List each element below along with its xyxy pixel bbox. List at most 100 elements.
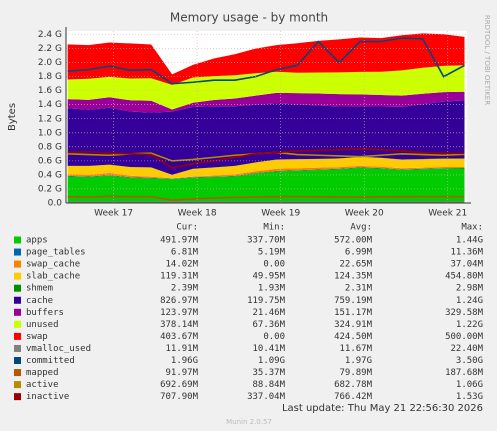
table-cell: 424.50M bbox=[334, 332, 373, 342]
y-tick-label: 2.4 G bbox=[38, 30, 62, 40]
legend-label: buffers bbox=[26, 308, 64, 318]
table-cell: 37.04M bbox=[450, 260, 483, 270]
x-tick-label: Week 19 bbox=[261, 209, 300, 219]
table-cell: 0.00 bbox=[263, 332, 285, 342]
legend-label: swap bbox=[26, 332, 48, 342]
area bbox=[67, 167, 465, 203]
area bbox=[67, 65, 465, 110]
table-cell: 119.31M bbox=[160, 272, 199, 282]
legend-label: swap_cache bbox=[26, 260, 80, 270]
table-cell: 91.97M bbox=[165, 368, 198, 378]
table-cell: 329.58M bbox=[445, 308, 484, 318]
y-tick-label: 1.0 G bbox=[38, 128, 62, 138]
y-tick-label: 0.4 G bbox=[38, 170, 62, 180]
table-cell: 10.41M bbox=[252, 344, 285, 354]
table-cell: 682.78M bbox=[334, 380, 373, 390]
table-cell: 572.00M bbox=[334, 236, 373, 246]
y-tick-label: 0.6 G bbox=[38, 156, 62, 166]
table-cell: 403.67M bbox=[160, 332, 199, 342]
x-tick-label: Week 17 bbox=[94, 209, 133, 219]
area bbox=[67, 157, 465, 179]
legend-swatch bbox=[14, 320, 21, 328]
table-cell: 2.39M bbox=[171, 284, 199, 294]
legend-swatch bbox=[14, 236, 21, 244]
table-cell: 5.19M bbox=[258, 248, 286, 258]
legend-swatch bbox=[14, 308, 21, 316]
y-tick-label: 0.2 G bbox=[38, 184, 62, 194]
legend-label: shmem bbox=[26, 284, 53, 294]
y-axis-label: Bytes bbox=[7, 103, 18, 131]
table-cell: 337.70M bbox=[247, 236, 286, 246]
table-cell: 22.40M bbox=[450, 344, 483, 354]
table-cell: 1.06G bbox=[456, 380, 483, 390]
line bbox=[67, 195, 465, 201]
table-cell: 2.31M bbox=[345, 284, 373, 294]
table-cell: 79.89M bbox=[339, 368, 372, 378]
legend-label: page_tables bbox=[26, 248, 86, 258]
x-tick-label: Week 21 bbox=[428, 209, 467, 219]
table-cell: 119.75M bbox=[247, 296, 286, 306]
table-cell: 49.95M bbox=[252, 272, 285, 282]
table-cell: 21.46M bbox=[252, 308, 285, 318]
legend-swatch bbox=[14, 381, 21, 389]
table-cell: 491.97M bbox=[160, 236, 199, 246]
table-cell: 2.98M bbox=[456, 284, 484, 294]
table-cell: 1.53G bbox=[456, 392, 483, 402]
credit: Munin 2.0.57 bbox=[226, 418, 272, 426]
table-cell: 0.00 bbox=[263, 260, 285, 270]
y-tick-label: 1.6 G bbox=[38, 86, 62, 96]
grid-layer bbox=[66, 31, 467, 204]
table-cell: 11.67M bbox=[339, 344, 372, 354]
table-cell: 1.97G bbox=[345, 356, 372, 366]
table-cell: 500.00M bbox=[445, 332, 484, 342]
table-cell: 766.42M bbox=[334, 392, 373, 402]
legend-swatch bbox=[14, 272, 21, 280]
legend-label: vmalloc_used bbox=[26, 344, 91, 354]
legend-label: mapped bbox=[26, 368, 59, 378]
legend-swatch bbox=[14, 332, 21, 340]
table-header: Cur: bbox=[176, 223, 198, 233]
y-tick-label: 0.8 G bbox=[38, 142, 62, 152]
legend-swatch bbox=[14, 344, 21, 352]
y-tick-label: 1.4 G bbox=[38, 100, 62, 110]
legend-swatch bbox=[14, 284, 21, 292]
legend-swatch bbox=[14, 357, 21, 364]
table-cell: 759.19M bbox=[334, 296, 373, 306]
table-cell: 187.68M bbox=[445, 368, 484, 378]
legend-label: unused bbox=[26, 320, 59, 330]
x-tick-label: Week 18 bbox=[178, 209, 217, 219]
table-cell: 1.96G bbox=[171, 356, 198, 366]
table-cell: 1.44G bbox=[456, 236, 483, 246]
line bbox=[67, 148, 465, 169]
table-cell: 88.84M bbox=[252, 380, 285, 390]
table-header: Max: bbox=[461, 223, 483, 233]
table-cell: 151.17M bbox=[334, 308, 373, 318]
legend-swatch bbox=[14, 248, 21, 256]
table-cell: 6.99M bbox=[345, 248, 373, 258]
legend-label: cache bbox=[26, 296, 53, 306]
table-cell: 1.22G bbox=[456, 320, 483, 330]
table-cell: 1.24G bbox=[456, 296, 483, 306]
y-tick-label: 1.2 G bbox=[38, 114, 62, 124]
table-cell: 124.35M bbox=[334, 272, 373, 282]
table-cell: 11.36M bbox=[450, 248, 483, 258]
legend-swatch bbox=[14, 393, 21, 401]
table-cell: 6.81M bbox=[171, 248, 199, 258]
table-cell: 11.91M bbox=[165, 344, 198, 354]
table-header: Min: bbox=[263, 223, 285, 233]
legend-swatch bbox=[14, 369, 21, 377]
plot-layer bbox=[67, 33, 465, 204]
table-header: Avg: bbox=[350, 223, 372, 233]
last-update: Last update: Thu May 21 22:56:30 2026 bbox=[282, 403, 483, 414]
chart-title: Memory usage - by month bbox=[170, 11, 328, 25]
table-cell: 35.37M bbox=[252, 368, 285, 378]
table-cell: 378.14M bbox=[160, 320, 199, 330]
table-cell: 14.02M bbox=[165, 260, 198, 270]
legend-label: committed bbox=[26, 356, 75, 366]
table-cell: 337.04M bbox=[247, 392, 286, 402]
table-cell: 22.65M bbox=[339, 260, 372, 270]
legend-label: active bbox=[26, 380, 59, 390]
table-cell: 826.97M bbox=[160, 296, 199, 306]
